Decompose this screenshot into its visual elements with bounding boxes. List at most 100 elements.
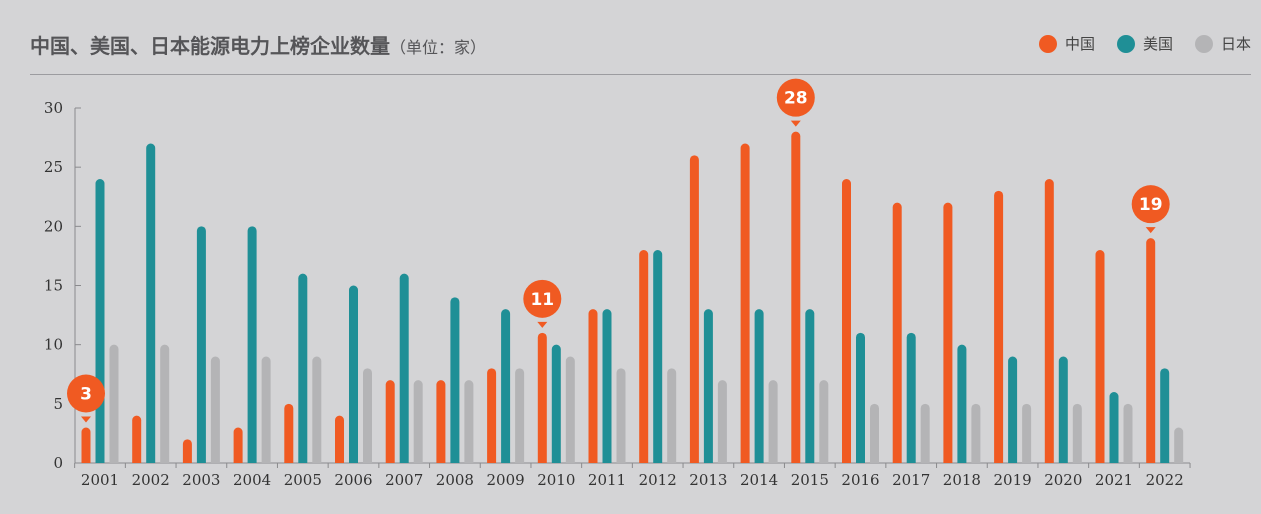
legend-item-china: 中国 [1038, 33, 1095, 54]
bar-日本-2017 [920, 403, 930, 463]
bar-美国-2019 [1008, 356, 1018, 463]
callout-bubble [776, 78, 815, 117]
bar-日本-2021 [1123, 403, 1133, 463]
bar-美国-2009 [501, 309, 511, 463]
x-tick-label: 2017 [892, 471, 930, 489]
legend-dot-japan [1194, 34, 1213, 53]
chart-title-text: 中国、美国、日本能源电力上榜企业数量 [30, 34, 390, 58]
x-tick-label: 2002 [132, 471, 170, 489]
bar-美国-2014 [754, 309, 764, 463]
y-tick-label: 30 [44, 99, 63, 117]
bar-日本-2013 [717, 380, 727, 463]
title-divider [30, 74, 1251, 75]
bar-中国-2014 [740, 143, 750, 463]
bar-日本-2009 [515, 368, 525, 463]
bar-中国-2021 [1095, 250, 1105, 463]
legend-label-china: 中国 [1064, 35, 1095, 53]
bar-美国-2001 [95, 179, 105, 463]
bar-美国-2002 [146, 143, 156, 463]
callout-label: 3 [80, 385, 92, 405]
bar-中国-2007 [385, 380, 395, 463]
bar-中国-2011 [588, 309, 598, 463]
callout-2022: 19 [1131, 185, 1170, 234]
bar-中国-2010 [537, 332, 547, 463]
bar-日本-2001 [109, 344, 119, 463]
bar-日本-2003 [210, 356, 220, 463]
bar-中国-2005 [284, 403, 294, 463]
bar-中国-2001 [81, 427, 91, 463]
bar-美国-2020 [1058, 356, 1068, 463]
y-tick-label: 15 [44, 277, 63, 295]
bar-美国-2022 [1160, 368, 1170, 463]
bar-美国-2017 [906, 332, 916, 463]
bar-中国-2016 [842, 179, 851, 463]
x-tick-label: 2021 [1095, 471, 1133, 489]
bar-中国-2008 [436, 380, 446, 463]
callout-pointer [1145, 227, 1156, 234]
bar-美国-2021 [1109, 392, 1119, 463]
bar-中国-2013 [689, 155, 699, 464]
bar-美国-2005 [298, 273, 308, 463]
bar-中国-2012 [639, 250, 649, 463]
x-tick-label: 2015 [791, 471, 829, 489]
x-tick-label: 2020 [1044, 471, 1082, 489]
x-tick-label: 2016 [841, 471, 879, 489]
callout-label: 19 [1139, 195, 1163, 215]
bar-中国-2020 [1044, 179, 1054, 463]
bar-日本-2019 [1022, 403, 1032, 463]
bar-美国-2016 [856, 332, 865, 463]
legend: 中国 美国 日本 [1038, 33, 1251, 54]
x-tick-label: 2003 [182, 471, 220, 489]
bar-中国-2003 [182, 439, 192, 463]
x-tick-label: 2022 [1146, 471, 1184, 489]
bar-美国-2015 [805, 309, 815, 463]
callout-label: 28 [784, 89, 808, 109]
y-tick-label: 20 [44, 217, 63, 235]
bar-中国-2019 [994, 190, 1004, 464]
callout-pointer [537, 321, 548, 328]
y-tick-label: 10 [44, 336, 63, 354]
x-tick-label: 2009 [487, 471, 525, 489]
legend-dot-usa [1116, 34, 1135, 53]
y-tick-label: 5 [53, 395, 63, 413]
bar-中国-2015 [791, 131, 801, 463]
bar-日本-2010 [565, 356, 575, 463]
bar-日本-2008 [464, 380, 474, 463]
bar-日本-2022 [1174, 427, 1184, 463]
y-tick-label: 25 [44, 158, 63, 176]
chart-title: 中国、美国、日本能源电力上榜企业数量（单位：家） [30, 30, 486, 59]
chart-unit: （单位：家） [390, 38, 487, 57]
bar-美国-2003 [196, 226, 206, 463]
bar-日本-2018 [971, 403, 981, 463]
legend-dot-china [1038, 34, 1057, 53]
callout-2001: 3 [67, 374, 105, 423]
x-tick-label: 2012 [639, 471, 677, 489]
bar-中国-2018 [943, 202, 953, 463]
callout-2010: 11 [523, 279, 562, 328]
x-tick-label: 2006 [334, 471, 372, 489]
callout-pointer [81, 416, 91, 423]
bar-美国-2006 [349, 285, 358, 463]
x-tick-label: 2014 [740, 471, 778, 489]
bar-中国-2017 [892, 202, 902, 463]
bar-日本-2012 [667, 368, 677, 463]
bar-美国-2008 [450, 297, 460, 463]
bar-中国-2004 [233, 427, 243, 463]
y-tick-label: 0 [53, 454, 63, 472]
bar-日本-2004 [261, 356, 271, 463]
bar-美国-2011 [602, 309, 612, 463]
bar-日本-2007 [413, 380, 423, 463]
callout-bubble [523, 279, 562, 318]
x-tick-label: 2019 [994, 471, 1032, 489]
bar-中国-2006 [335, 415, 344, 463]
bar-中国-2002 [132, 415, 142, 463]
bar-日本-2005 [312, 356, 322, 463]
x-tick-label: 2013 [689, 471, 727, 489]
bar-美国-2007 [399, 273, 409, 463]
bar-日本-2016 [870, 403, 879, 463]
x-tick-label: 2007 [385, 471, 423, 489]
x-tick-label: 2010 [537, 471, 575, 489]
bar-日本-2011 [616, 368, 626, 463]
x-tick-label: 2005 [284, 471, 322, 489]
legend-item-usa: 美国 [1116, 33, 1173, 54]
